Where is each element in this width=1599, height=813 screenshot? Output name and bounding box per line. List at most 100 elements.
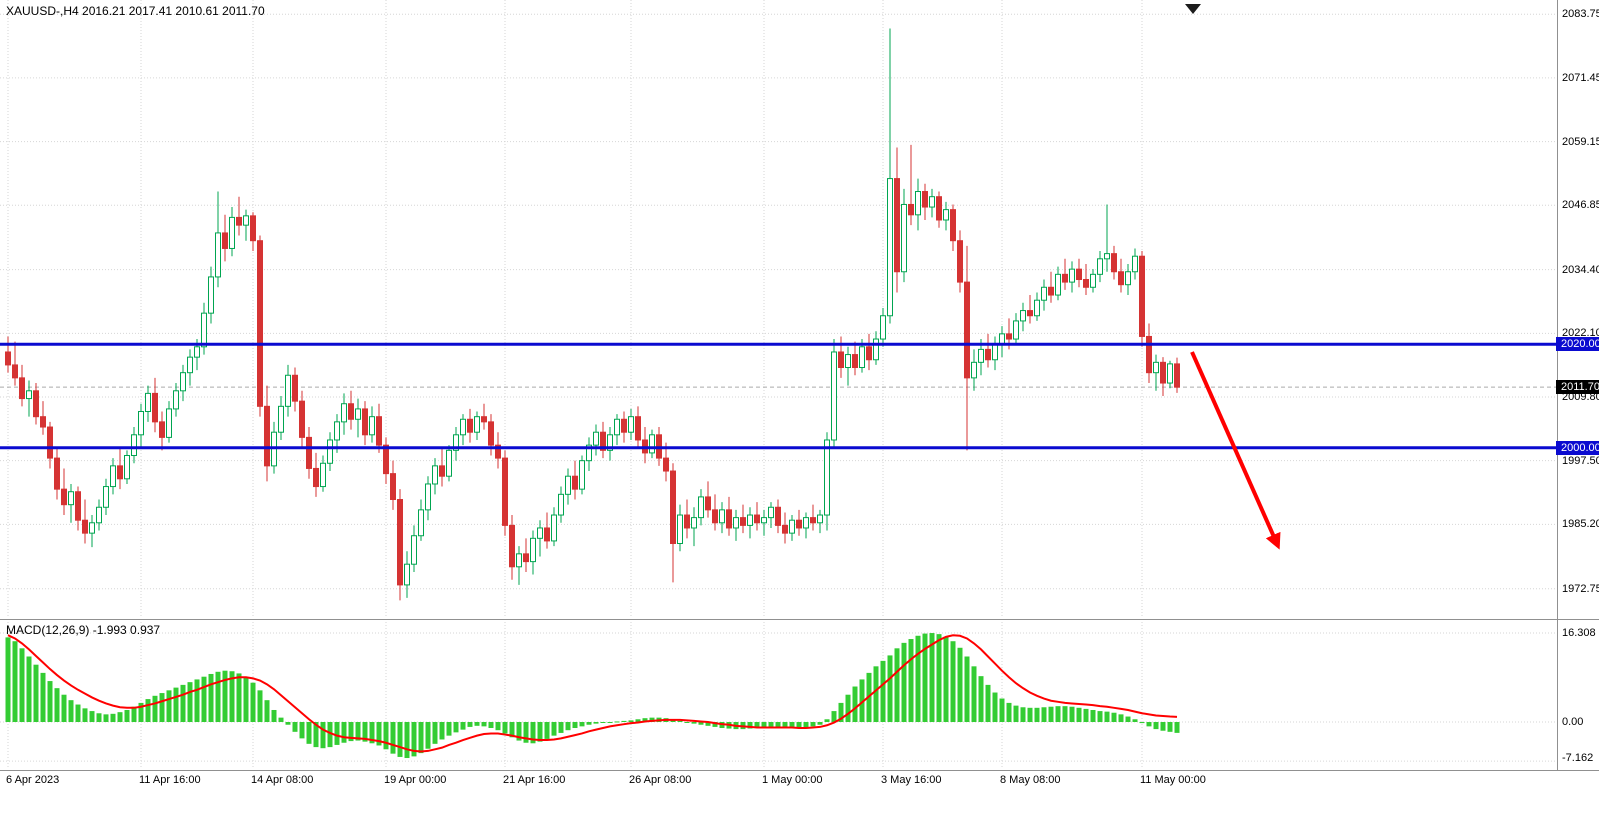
- time-scale-label: 3 May 16:00: [881, 774, 942, 786]
- candle: [26, 380, 32, 417]
- candle: [901, 188, 907, 283]
- candle: [376, 403, 382, 453]
- candle: [992, 336, 998, 371]
- candle: [600, 421, 606, 459]
- candle: [54, 447, 60, 500]
- price-scale-label: 2071.45: [1562, 71, 1599, 84]
- candle: [89, 515, 95, 548]
- level-price-badge: 2020.00: [1556, 337, 1599, 352]
- candle: [817, 509, 823, 534]
- candle: [1048, 271, 1054, 303]
- time-scale-label: 6 Apr 2023: [6, 774, 60, 786]
- candle: [1153, 354, 1159, 391]
- macd-scale-label: 0.00: [1562, 716, 1584, 728]
- candle: [425, 476, 431, 521]
- candle: [495, 432, 501, 469]
- candle: [705, 481, 711, 518]
- candle: [446, 445, 452, 482]
- price-scale-label: 2059.15: [1562, 135, 1599, 148]
- candle: [607, 427, 613, 461]
- candle: [320, 455, 326, 492]
- candle: [348, 390, 354, 430]
- candle: [733, 509, 739, 541]
- candle: [117, 447, 123, 490]
- candle: [852, 341, 858, 376]
- current-price-badge: 2011.70: [1556, 380, 1599, 395]
- candle: [1090, 269, 1096, 293]
- candle: [187, 349, 193, 386]
- candle: [180, 364, 186, 402]
- time-scale-label: 19 Apr 00:00: [384, 774, 447, 786]
- candle: [131, 427, 137, 464]
- candle: [327, 432, 333, 472]
- candle: [145, 385, 151, 422]
- trend-arrow-annotation[interactable]: [1190, 351, 1281, 550]
- candle: [768, 502, 774, 528]
- candle: [236, 196, 242, 236]
- candle: [691, 507, 697, 547]
- candle: [1139, 251, 1145, 347]
- candle: [579, 455, 585, 495]
- macd-signal-line: [7, 634, 1178, 753]
- candle: [558, 486, 564, 523]
- candle: [229, 207, 235, 257]
- time-scale-label: 11 May 00:00: [1140, 774, 1206, 786]
- candle: [33, 383, 39, 425]
- candle: [481, 403, 487, 430]
- candle: [530, 530, 536, 575]
- price-scale[interactable]: 2083.75 2071.45 2059.15 2046.85 2034.40 2022.…: [1556, 0, 1599, 771]
- time-scale-label: 21 Apr 16:00: [503, 774, 566, 786]
- candle: [677, 504, 683, 552]
- candle: [40, 401, 46, 435]
- candle: [285, 364, 291, 417]
- candle: [313, 452, 319, 497]
- candle: [880, 307, 886, 347]
- candle: [411, 525, 417, 572]
- price-scale-label: 1985.20: [1562, 518, 1599, 531]
- candle: [68, 483, 74, 523]
- candle: [1055, 266, 1061, 301]
- candle: [1069, 261, 1075, 293]
- candle: [1111, 245, 1117, 280]
- gridlines: [0, 0, 1556, 768]
- candle: [873, 331, 879, 365]
- candle: [292, 367, 298, 412]
- candle: [397, 489, 403, 601]
- candle: [726, 496, 732, 536]
- candle: [719, 502, 725, 534]
- macd-scale-label: -7.162: [1562, 752, 1594, 764]
- macd-scale[interactable]: 16.308 0.00 -7.162: [1558, 0, 1599, 771]
- candle: [19, 364, 25, 407]
- price-scale-label: 1972.75: [1562, 582, 1599, 595]
- candle: [369, 406, 375, 443]
- candle: [999, 326, 1005, 358]
- time-scale[interactable]: 6 Apr 2023 11 Apr 16:00 14 Apr 08:00 19 Apr…: [0, 771, 1599, 799]
- candle: [418, 499, 424, 541]
- candle: [1160, 357, 1166, 396]
- candle: [565, 468, 571, 505]
- candle: [1076, 258, 1082, 288]
- macd-indicator-label: MACD(12,26,9) -1.993 0.937: [6, 623, 161, 637]
- candle: [390, 460, 396, 510]
- candle: [215, 191, 221, 288]
- candle: [698, 489, 704, 526]
- candle: [61, 468, 67, 516]
- candle: [586, 437, 592, 472]
- candle: [1013, 313, 1019, 345]
- candle: [1104, 204, 1110, 272]
- price-scale-label: 2046.85: [1562, 199, 1599, 212]
- candle: [922, 183, 928, 220]
- candle: [754, 502, 760, 531]
- chart-shift-marker[interactable]: [1185, 4, 1201, 14]
- candle: [1097, 251, 1103, 283]
- candle: [404, 551, 410, 598]
- candle: [264, 385, 270, 482]
- candle: [124, 450, 130, 484]
- candle: [278, 395, 284, 440]
- candle: [257, 235, 263, 417]
- candle: [936, 191, 942, 228]
- candle: [243, 209, 249, 241]
- candle: [1062, 258, 1068, 290]
- candle: [775, 499, 781, 534]
